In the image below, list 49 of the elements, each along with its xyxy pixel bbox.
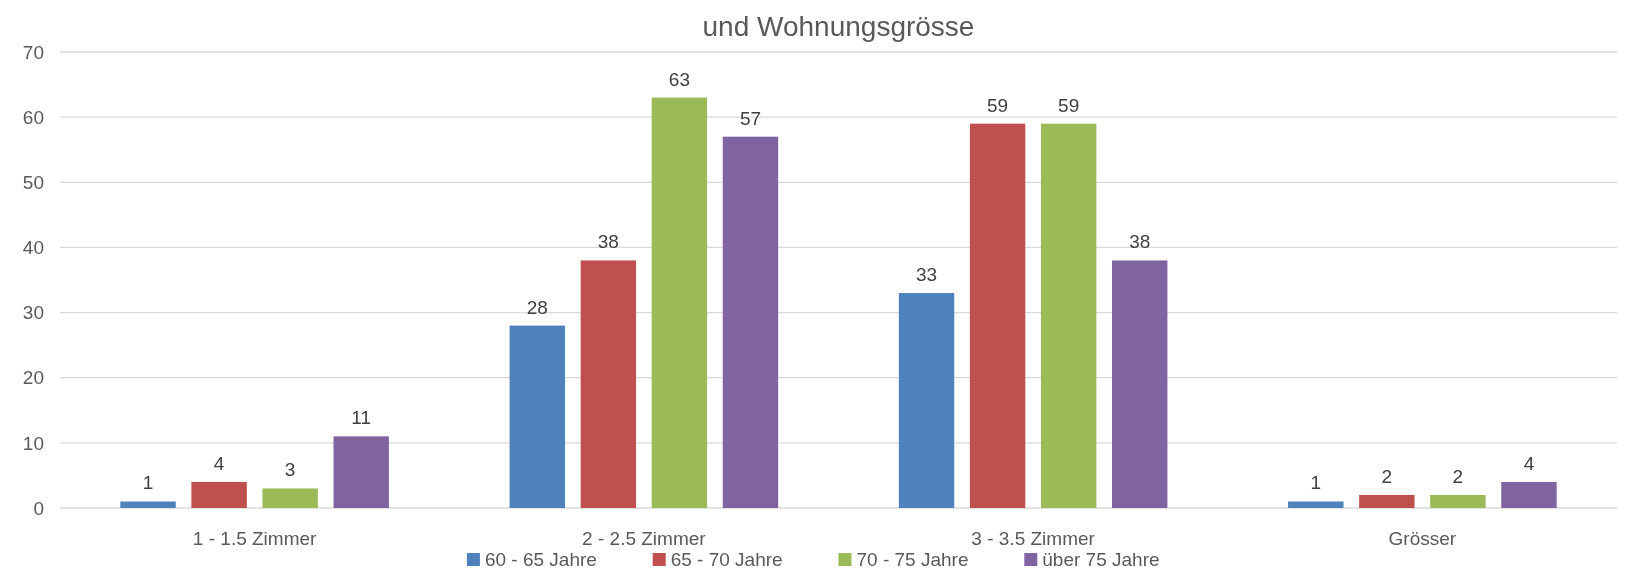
- legend-label: 60 - 65 Jahre: [484, 549, 597, 570]
- bar: [1040, 123, 1097, 508]
- y-tick-label: 70: [22, 41, 44, 63]
- bar: [651, 97, 708, 508]
- data-label: 28: [526, 296, 548, 318]
- legend-label: 70 - 75 Jahre: [856, 549, 969, 570]
- data-label: 4: [213, 452, 225, 474]
- data-label: 57: [739, 107, 762, 129]
- y-tick-label: 50: [22, 171, 44, 193]
- data-label: 11: [351, 407, 372, 429]
- legend-label: 65 - 70 Jahre: [670, 549, 783, 570]
- y-tick-label: 0: [33, 497, 44, 519]
- bar: [1111, 260, 1168, 508]
- bar: [1430, 494, 1486, 508]
- bar: [509, 325, 566, 508]
- x-tick-label: 3 - 3.5 Zimmer: [971, 528, 1096, 549]
- bar: [333, 436, 389, 508]
- data-label: 2: [1452, 465, 1464, 487]
- data-label: 33: [915, 264, 938, 286]
- bar: [1501, 481, 1557, 508]
- bar: [1288, 501, 1344, 508]
- y-tick-label: 60: [22, 106, 44, 128]
- data-label: 38: [597, 231, 619, 253]
- data-label: 38: [1129, 231, 1151, 253]
- y-tick-label: 40: [22, 237, 44, 259]
- y-tick-label: 10: [22, 432, 44, 454]
- data-label: 59: [1058, 94, 1080, 116]
- bar: [580, 260, 637, 508]
- legend-label: über 75 Jahre: [1042, 549, 1160, 570]
- data-label: 1: [142, 472, 154, 494]
- x-tick-label: 1 - 1.5 Zimmer: [192, 528, 318, 549]
- bar: [262, 488, 318, 508]
- bar: [722, 136, 779, 508]
- data-label: 4: [1523, 452, 1535, 474]
- data-label: 2: [1381, 465, 1393, 487]
- bar: [898, 293, 955, 508]
- bar: [191, 481, 247, 508]
- bar: [120, 501, 176, 508]
- data-label: 59: [987, 94, 1009, 116]
- x-tick-label: Grösser: [1388, 528, 1457, 549]
- bar: [1359, 494, 1415, 508]
- y-tick-label: 20: [22, 367, 44, 389]
- chart-title: und Wohnungsgrösse: [702, 11, 975, 42]
- data-label: 63: [668, 68, 690, 90]
- bar: [969, 123, 1026, 508]
- y-tick-label: 30: [22, 302, 44, 324]
- data-label: 1: [1310, 472, 1322, 494]
- data-label: 3: [284, 459, 296, 481]
- x-tick-label: 2 - 2.5 Zimmer: [582, 528, 707, 549]
